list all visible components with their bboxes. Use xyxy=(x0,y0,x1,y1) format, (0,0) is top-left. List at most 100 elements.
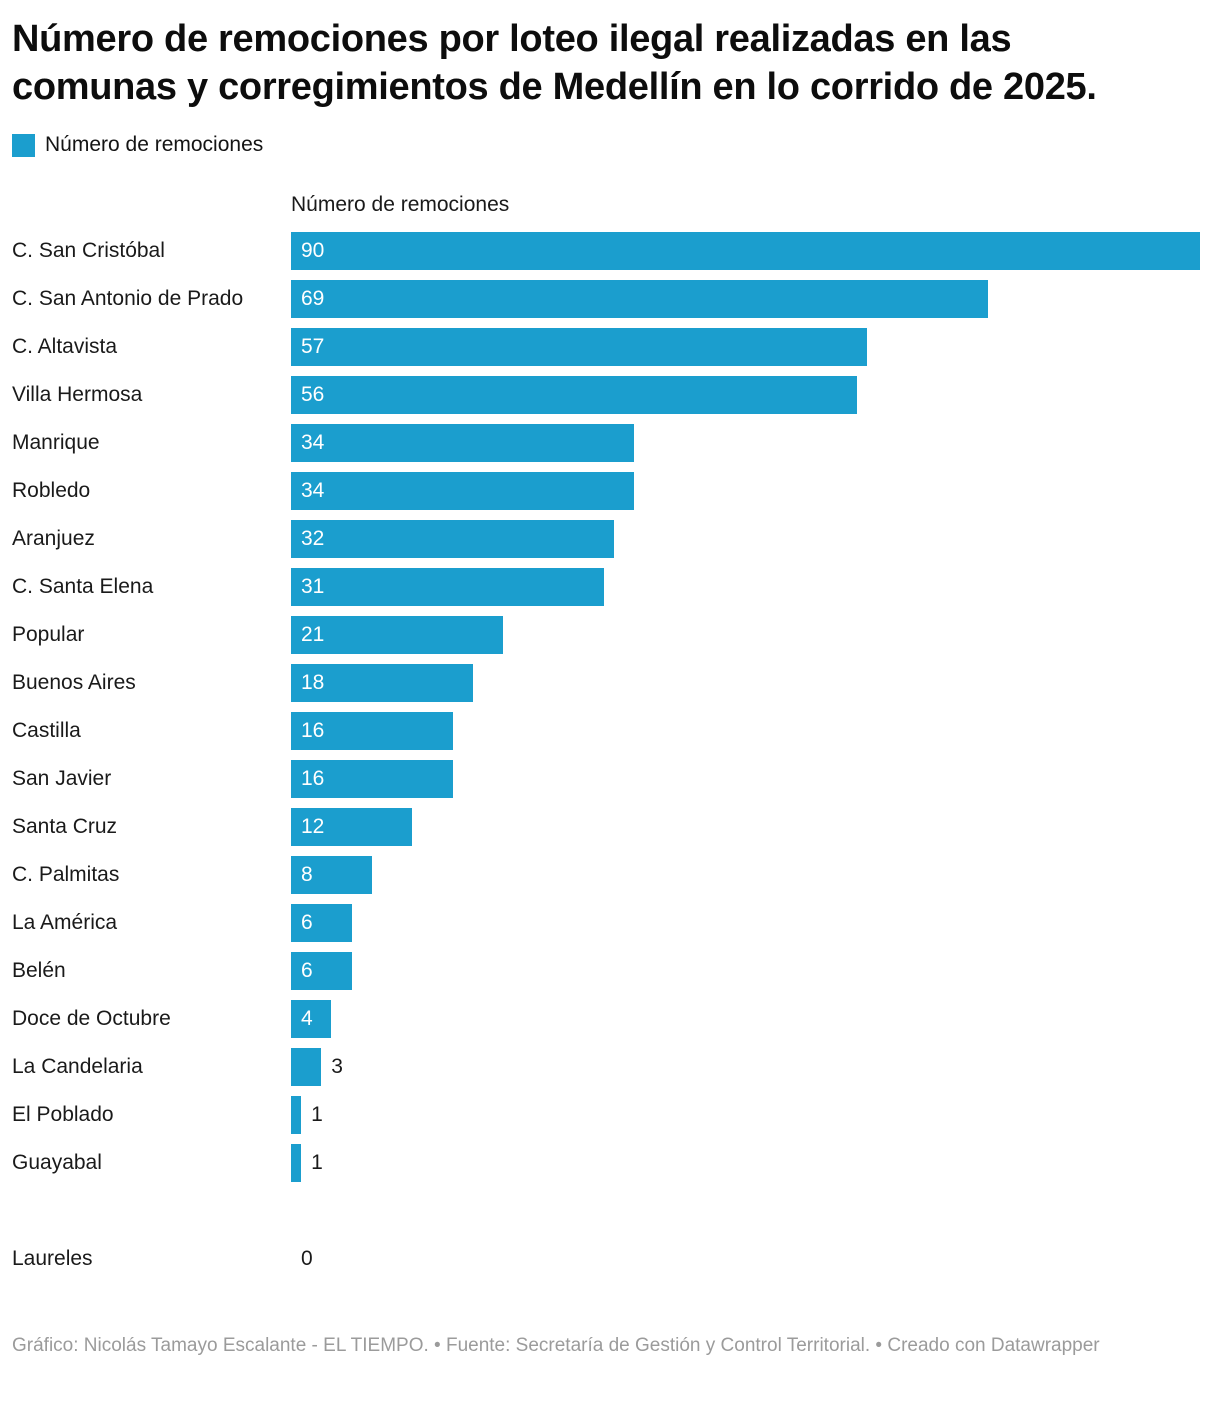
value-label: 3 xyxy=(331,1055,343,1078)
bar-track: 56 xyxy=(291,376,1200,414)
value-label: 4 xyxy=(301,1007,313,1030)
category-label: Laureles xyxy=(12,1247,93,1270)
category-label: C. Palmitas xyxy=(12,863,120,886)
value-label: 32 xyxy=(301,527,325,550)
bar-row: Robledo 34 xyxy=(12,467,1200,515)
bar[interactable] xyxy=(291,376,857,414)
value-label: 56 xyxy=(301,383,325,406)
bar-track: 31 xyxy=(291,568,1200,606)
category-label: Villa Hermosa xyxy=(12,383,143,406)
bar[interactable] xyxy=(291,424,635,462)
legend: Número de remociones xyxy=(12,133,1200,157)
value-label: 34 xyxy=(301,431,325,454)
bar-chart: C. San Cristóbal 90 C. San Antonio de Prad… xyxy=(12,227,1200,1283)
bar-track: 16 xyxy=(291,712,1200,750)
bar-track: 32 xyxy=(291,520,1200,558)
category-label: Popular xyxy=(12,623,85,646)
value-label: 21 xyxy=(301,623,325,646)
bar-track: 34 xyxy=(291,424,1200,462)
value-label: 57 xyxy=(301,335,325,358)
category-label: C. Santa Elena xyxy=(12,575,154,598)
category-label: C. San Antonio de Prado xyxy=(12,287,244,310)
bar[interactable] xyxy=(291,808,413,846)
bar-track: 34 xyxy=(291,472,1200,510)
legend-label: Número de remociones xyxy=(45,133,264,156)
bar[interactable] xyxy=(291,520,615,558)
bar-track: 0 xyxy=(291,1240,1200,1278)
chart-title: Número de remociones por loteo ilegal re… xyxy=(12,18,1097,108)
category-label: Guayabal xyxy=(12,1151,102,1174)
value-label: 16 xyxy=(301,719,325,742)
bar[interactable] xyxy=(291,856,372,894)
value-label: 6 xyxy=(301,959,313,982)
value-label: 1 xyxy=(311,1103,323,1126)
bar-row: Doce de Octubre 4 xyxy=(12,995,1200,1043)
category-label: Castilla xyxy=(12,719,81,742)
category-label: Robledo xyxy=(12,479,91,502)
value-label: 6 xyxy=(301,911,313,934)
bar[interactable] xyxy=(291,952,352,990)
bar-row: Buenos Aires 18 xyxy=(12,659,1200,707)
value-label: 90 xyxy=(301,239,325,262)
category-label: La América xyxy=(12,911,118,934)
bar-row: C. San Antonio de Prado 69 xyxy=(12,275,1200,323)
bar-row: Manrique 34 xyxy=(12,419,1200,467)
bar-row: Popular 21 xyxy=(12,611,1200,659)
bar[interactable] xyxy=(291,280,988,318)
bar-track: 3 xyxy=(291,1048,1200,1086)
category-label: El Poblado xyxy=(12,1103,114,1126)
bar-track: 8 xyxy=(291,856,1200,894)
bar[interactable] xyxy=(291,568,605,606)
bar[interactable] xyxy=(291,1048,322,1086)
legend-swatch xyxy=(12,133,35,157)
bar[interactable] xyxy=(291,712,453,750)
bar-row: San Javier 16 xyxy=(12,755,1200,803)
value-label: 69 xyxy=(301,287,325,310)
bar[interactable] xyxy=(291,1144,302,1182)
column-header: Número de remociones xyxy=(291,193,510,216)
category-label: Doce de Octubre xyxy=(12,1007,171,1030)
bar[interactable] xyxy=(291,616,504,654)
bar-track: 1 xyxy=(291,1096,1200,1134)
value-label: 31 xyxy=(301,575,325,598)
bar[interactable] xyxy=(291,1000,332,1038)
bar[interactable] xyxy=(291,328,867,366)
category-label: Aranjuez xyxy=(12,527,95,550)
category-label: San Javier xyxy=(12,767,112,790)
bar[interactable] xyxy=(291,760,453,798)
bar[interactable] xyxy=(291,664,473,702)
bar-row: Villa Hermosa 56 xyxy=(12,371,1200,419)
bar-track: 90 xyxy=(291,232,1200,270)
bar-track: 4 xyxy=(291,1000,1200,1038)
bar-row: Aranjuez 32 xyxy=(12,515,1200,563)
value-label: 0 xyxy=(301,1247,313,1270)
bar[interactable] xyxy=(291,472,635,510)
bar-row: Castilla 16 xyxy=(12,707,1200,755)
value-label: 16 xyxy=(301,767,325,790)
bar[interactable] xyxy=(291,904,352,942)
bar-track: 16 xyxy=(291,760,1200,798)
bar-row: C. Altavista 57 xyxy=(12,323,1200,371)
bar-row: La Candelaria 3 xyxy=(12,1043,1200,1091)
bar-track: 6 xyxy=(291,952,1200,990)
bar-row: Laureles 0 xyxy=(12,1235,1200,1283)
bar-track: 6 xyxy=(291,904,1200,942)
value-label: 8 xyxy=(301,863,313,886)
value-label: 12 xyxy=(301,815,325,838)
bar-row: C. San Cristóbal 90 xyxy=(12,227,1200,275)
category-label: C. San Cristóbal xyxy=(12,239,165,262)
bar-row: C. Santa Elena 31 xyxy=(12,563,1200,611)
category-label: Buenos Aires xyxy=(12,671,136,694)
value-label: 34 xyxy=(301,479,325,502)
category-label: C. Altavista xyxy=(12,335,118,358)
chart-footer: Gráfico: Nicolás Tamayo Escalante - EL T… xyxy=(12,1335,1100,1356)
category-label: Belén xyxy=(12,959,66,982)
bar-track: 69 xyxy=(291,280,1200,318)
bar[interactable] xyxy=(291,1096,302,1134)
bar-row: Guayabal 1 xyxy=(12,1139,1200,1187)
bar-row: Santa Cruz 12 xyxy=(12,803,1200,851)
bar-track: 21 xyxy=(291,616,1200,654)
bar-row: El Poblado 1 xyxy=(12,1091,1200,1139)
bar[interactable] xyxy=(291,232,1200,270)
